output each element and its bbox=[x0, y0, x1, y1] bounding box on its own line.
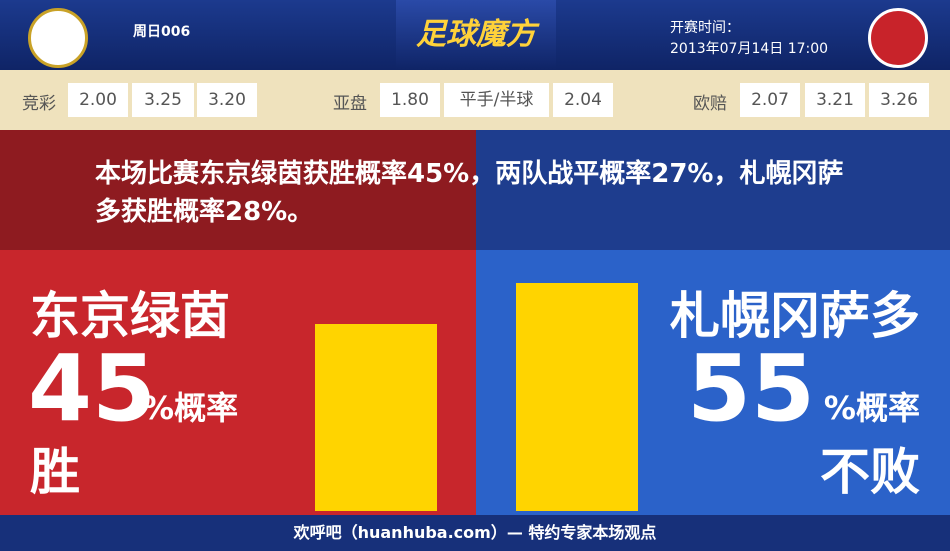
footer: 欢呼吧（huanhuba.com）— 特约专家本场观点 bbox=[0, 515, 950, 551]
odds-value: 3.21 bbox=[805, 83, 865, 117]
time-label: 开赛时间： bbox=[670, 20, 740, 36]
summary-band bbox=[476, 130, 950, 250]
team-name: 札幌冈萨多 bbox=[670, 287, 920, 345]
team-result: 胜 bbox=[30, 443, 80, 501]
odds-value: 3.20 bbox=[197, 83, 257, 117]
bar bbox=[315, 324, 437, 511]
team-value: 45 bbox=[28, 335, 157, 442]
summary-band bbox=[0, 130, 476, 250]
odds-value: 1.80 bbox=[380, 83, 440, 117]
match-id: 周日006 bbox=[133, 24, 191, 40]
team-name: 东京绿茵 bbox=[30, 287, 230, 345]
bar bbox=[516, 283, 638, 511]
odds-value: 2.00 bbox=[68, 83, 128, 117]
odds-value: 平手/半球 bbox=[444, 83, 549, 117]
away-logo bbox=[868, 8, 928, 68]
team-result: 不败 bbox=[820, 443, 920, 501]
odds-value: 3.25 bbox=[132, 83, 194, 117]
team-value: 55 bbox=[686, 335, 815, 442]
odds-label: 欧赔 bbox=[693, 94, 727, 114]
odds-value: 3.26 bbox=[869, 83, 929, 117]
home-logo bbox=[28, 8, 88, 68]
odds-label: 亚盘 bbox=[333, 94, 367, 114]
summary: 本场比赛东京绿茵获胜概率45%，两队战平概率27%，札幌冈萨多获胜概率28%。 bbox=[95, 159, 844, 227]
odds-value: 2.07 bbox=[740, 83, 800, 117]
odds-value: 2.04 bbox=[553, 83, 613, 117]
team-unit: %概率 bbox=[823, 389, 920, 427]
brand: 足球魔方 bbox=[396, 0, 556, 70]
match-time: 2013年07月14日 17:00 bbox=[670, 41, 829, 57]
team-unit: %概率 bbox=[142, 389, 239, 427]
odds-label: 竞彩 bbox=[22, 94, 56, 114]
